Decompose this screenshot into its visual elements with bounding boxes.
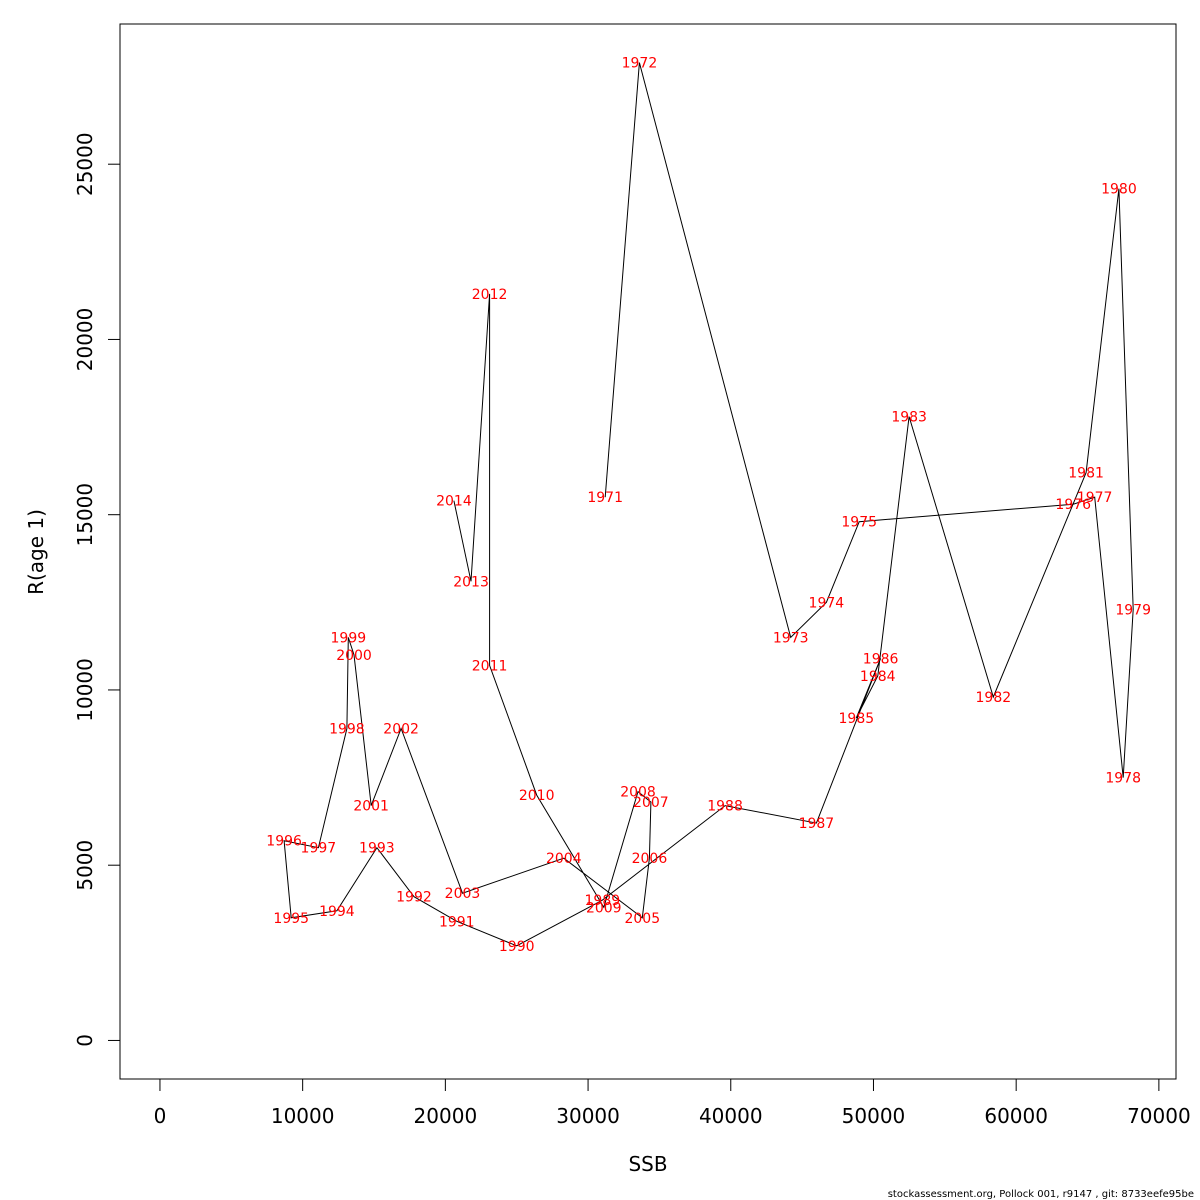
year-label-1990: 1990 bbox=[499, 939, 535, 955]
year-label-2003: 2003 bbox=[445, 886, 481, 902]
year-label-1986: 1986 bbox=[863, 651, 899, 667]
year-label-1988: 1988 bbox=[707, 799, 743, 815]
year-label-1983: 1983 bbox=[891, 410, 927, 426]
x-tick-label: 20000 bbox=[414, 1104, 478, 1128]
y-tick-label: 5000 bbox=[73, 840, 97, 891]
y-tick-label: 10000 bbox=[73, 658, 97, 722]
year-label-2001: 2001 bbox=[353, 799, 389, 815]
y-axis-title: R(age 1) bbox=[24, 509, 48, 595]
x-tick-label: 70000 bbox=[1127, 1104, 1191, 1128]
y-tick-label: 25000 bbox=[73, 132, 97, 196]
x-tick-label: 0 bbox=[154, 1104, 167, 1128]
year-label-2008: 2008 bbox=[620, 785, 656, 801]
year-label-1994: 1994 bbox=[319, 904, 355, 920]
year-label-2006: 2006 bbox=[632, 851, 668, 867]
year-label-2007: 2007 bbox=[633, 795, 669, 811]
year-label-2013: 2013 bbox=[453, 574, 489, 590]
y-axis: 0 5000 10000 15000 20000 25000 bbox=[73, 132, 121, 1047]
year-label-1974: 1974 bbox=[809, 595, 845, 611]
year-label-1976: 1976 bbox=[1055, 497, 1091, 513]
year-label-1973: 1973 bbox=[773, 630, 809, 646]
x-tick-label: 10000 bbox=[271, 1104, 335, 1128]
year-label-2002: 2002 bbox=[383, 722, 419, 738]
y-tick-label: 20000 bbox=[73, 308, 97, 372]
ssb-recruitment-path bbox=[283, 62, 1134, 947]
year-label-1982: 1982 bbox=[976, 690, 1012, 706]
year-label-2005: 2005 bbox=[624, 911, 660, 927]
x-tick-label: 40000 bbox=[699, 1104, 763, 1128]
year-label-1975: 1975 bbox=[841, 515, 877, 531]
x-axis-title: SSB bbox=[628, 1152, 667, 1176]
year-label-2012: 2012 bbox=[472, 287, 508, 303]
year-label-1977: 1977 bbox=[1077, 490, 1113, 506]
footer-credit: stockassessment.org, Pollock 001, r9147 … bbox=[888, 1189, 1194, 1200]
x-axis: 0 10000 20000 30000 40000 50000 60000 70000 bbox=[154, 1078, 1191, 1128]
year-label-1995: 1995 bbox=[273, 911, 309, 927]
year-label-2011: 2011 bbox=[472, 658, 508, 674]
year-label-1989: 1989 bbox=[585, 893, 621, 909]
year-label-1993: 1993 bbox=[359, 841, 395, 857]
y-tick-label: 15000 bbox=[73, 483, 97, 547]
year-label-1998: 1998 bbox=[329, 722, 365, 738]
year-label-1971: 1971 bbox=[587, 490, 623, 506]
year-label-1992: 1992 bbox=[396, 890, 432, 906]
series-line bbox=[283, 62, 1134, 947]
year-label-2004: 2004 bbox=[546, 851, 582, 867]
year-label-2000: 2000 bbox=[336, 648, 372, 664]
year-label-1996: 1996 bbox=[266, 834, 302, 850]
year-label-2009: 2009 bbox=[586, 900, 622, 916]
year-label-1981: 1981 bbox=[1068, 466, 1104, 482]
year-label-1972: 1972 bbox=[622, 56, 658, 72]
x-tick-label: 60000 bbox=[984, 1104, 1048, 1128]
year-label-1984: 1984 bbox=[860, 669, 896, 685]
year-label-1979: 1979 bbox=[1115, 602, 1151, 618]
year-label-1980: 1980 bbox=[1101, 182, 1137, 198]
year-label-1997: 1997 bbox=[301, 841, 337, 857]
year-label-1987: 1987 bbox=[799, 816, 835, 832]
x-tick-label: 50000 bbox=[842, 1104, 906, 1128]
year-label-1978: 1978 bbox=[1105, 771, 1141, 787]
year-label-1999: 1999 bbox=[331, 630, 367, 646]
y-tick-label: 0 bbox=[73, 1034, 97, 1047]
x-tick-label: 30000 bbox=[556, 1104, 620, 1128]
year-label-1985: 1985 bbox=[839, 711, 875, 727]
year-label-2014: 2014 bbox=[436, 494, 472, 510]
year-label-1991: 1991 bbox=[439, 914, 475, 930]
year-label-2010: 2010 bbox=[519, 788, 555, 804]
